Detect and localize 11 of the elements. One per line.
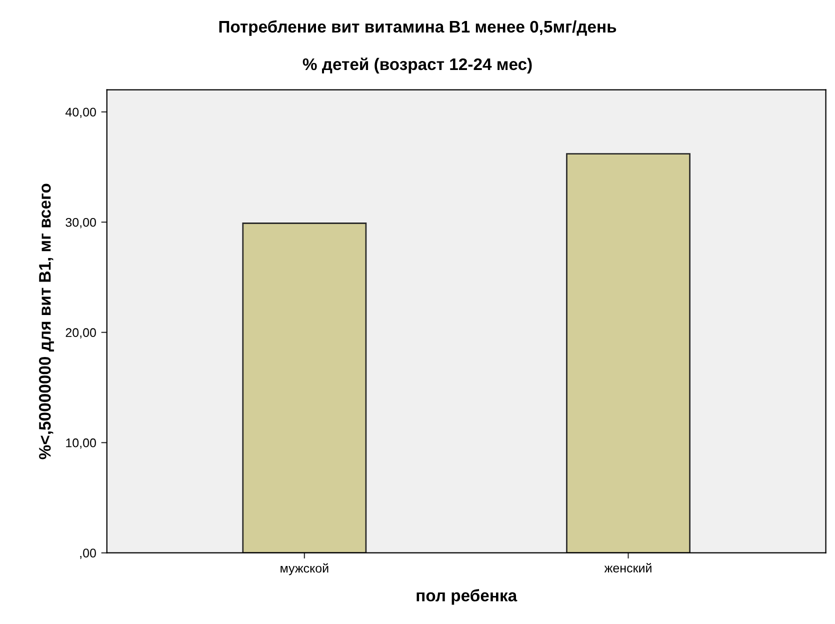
chart-title: Потребление вит витамина B1 менее 0,5мг/день bbox=[219, 20, 616, 36]
chart-subtitle: % детей (возраст 12-24 мес) bbox=[302, 58, 532, 74]
y-tick-label: ,00 bbox=[80, 548, 96, 559]
y-tick-label: 20,00 bbox=[66, 328, 96, 339]
x-axis-title: пол ребенка bbox=[416, 589, 518, 605]
x-tick-label: женский bbox=[604, 563, 652, 572]
y-axis-title: %<,50000000 для вит B1, мг всего bbox=[38, 184, 54, 460]
y-tick-label: 30,00 bbox=[66, 218, 96, 228]
y-tick-label: 10,00 bbox=[66, 438, 96, 449]
y-tick-label: 40,00 bbox=[65, 108, 96, 118]
x-tick-label: мужской bbox=[280, 563, 328, 576]
